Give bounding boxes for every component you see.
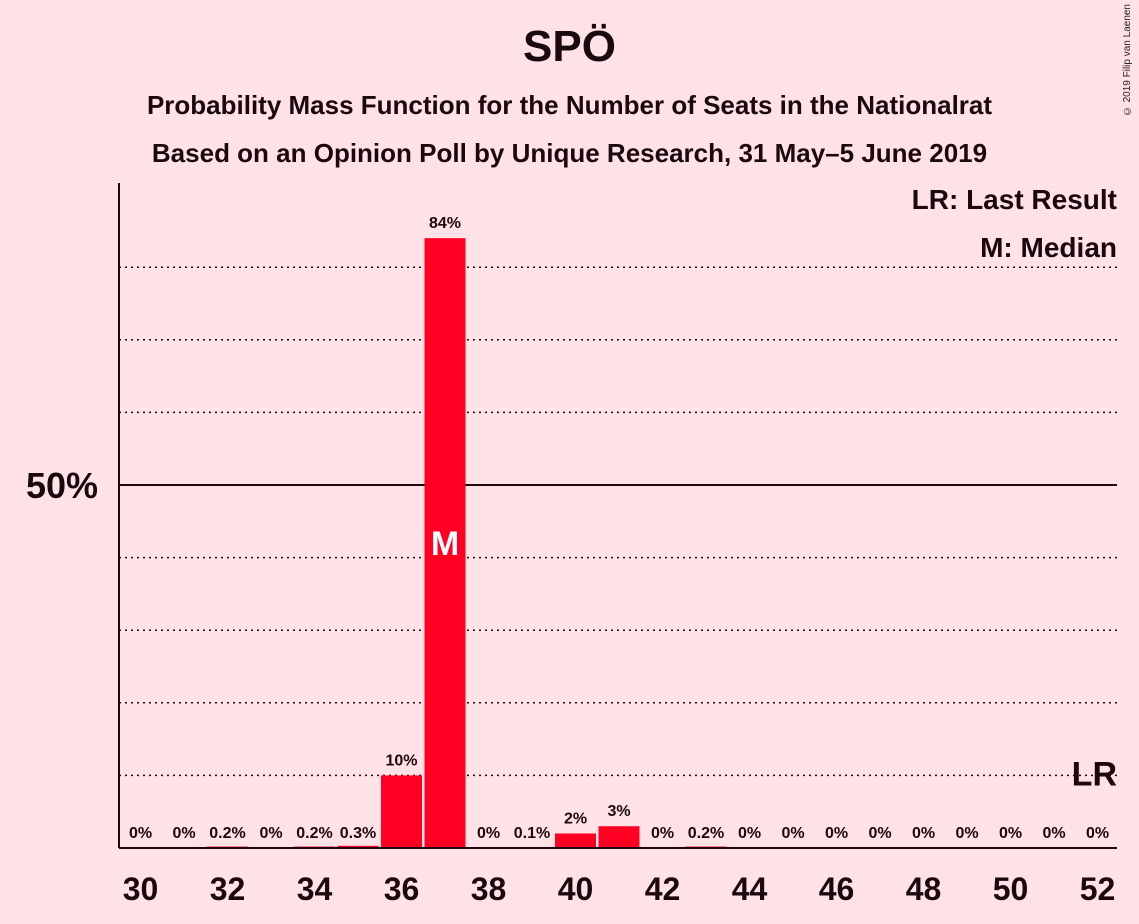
x-tick-label: 34 bbox=[297, 871, 333, 907]
bar bbox=[598, 826, 640, 848]
bar-value-label: 2% bbox=[564, 810, 587, 827]
bar-value-label: 0% bbox=[781, 825, 804, 842]
chart-subtitle-1: Probability Mass Function for the Number… bbox=[146, 90, 993, 120]
median-marker: M bbox=[431, 525, 459, 563]
bar bbox=[337, 845, 379, 848]
y-tick-label: 50% bbox=[26, 465, 98, 506]
bar-value-label: 0% bbox=[477, 825, 500, 842]
x-tick-label: 44 bbox=[732, 871, 768, 907]
bar-value-label: 0% bbox=[259, 825, 282, 842]
bar-value-label: 0% bbox=[868, 825, 891, 842]
bar bbox=[381, 775, 422, 848]
bar-value-label: 0.2% bbox=[209, 825, 245, 842]
bar-value-label: 0% bbox=[172, 825, 195, 842]
x-tick-label: 36 bbox=[384, 871, 420, 907]
x-tick-label: 32 bbox=[210, 871, 246, 907]
bar-value-label: 0.3% bbox=[340, 825, 376, 842]
x-tick-label: 48 bbox=[906, 871, 942, 907]
bar-value-label: 10% bbox=[385, 752, 417, 769]
legend-median: M: Median bbox=[980, 232, 1117, 263]
x-tick-label: 52 bbox=[1080, 871, 1116, 907]
bar-value-label: 0.1% bbox=[514, 825, 550, 842]
chart-title: SPÖ bbox=[523, 22, 616, 71]
x-tick-label: 42 bbox=[645, 871, 681, 907]
bar bbox=[424, 238, 466, 848]
bar-value-label: 0.2% bbox=[688, 825, 724, 842]
bar-value-label: 0% bbox=[1042, 825, 1065, 842]
chart-subtitle-2: Based on an Opinion Poll by Unique Resea… bbox=[151, 138, 988, 168]
x-tick-label: 46 bbox=[819, 871, 855, 907]
bar-value-label: 0% bbox=[912, 825, 935, 842]
bar bbox=[555, 833, 596, 848]
bar-value-label: 0% bbox=[651, 825, 674, 842]
last-result-marker: LR bbox=[1072, 755, 1117, 793]
x-tick-label: 30 bbox=[123, 871, 159, 907]
bar-value-label: 3% bbox=[607, 803, 630, 820]
x-tick-label: 50 bbox=[993, 871, 1029, 907]
bar-value-label: 0% bbox=[955, 825, 978, 842]
bar-value-label: 0% bbox=[129, 825, 152, 842]
x-tick-label: 40 bbox=[558, 871, 594, 907]
bar-value-label: 0% bbox=[1086, 825, 1109, 842]
bar-value-label: 84% bbox=[429, 215, 461, 232]
bar-value-label: 0% bbox=[999, 825, 1022, 842]
bar-value-label: 0% bbox=[825, 825, 848, 842]
bar-value-label: 0% bbox=[738, 825, 761, 842]
bar-value-label: 0.2% bbox=[296, 825, 332, 842]
legend-last-result: LR: Last Result bbox=[912, 184, 1117, 215]
x-tick-label: 38 bbox=[471, 871, 507, 907]
